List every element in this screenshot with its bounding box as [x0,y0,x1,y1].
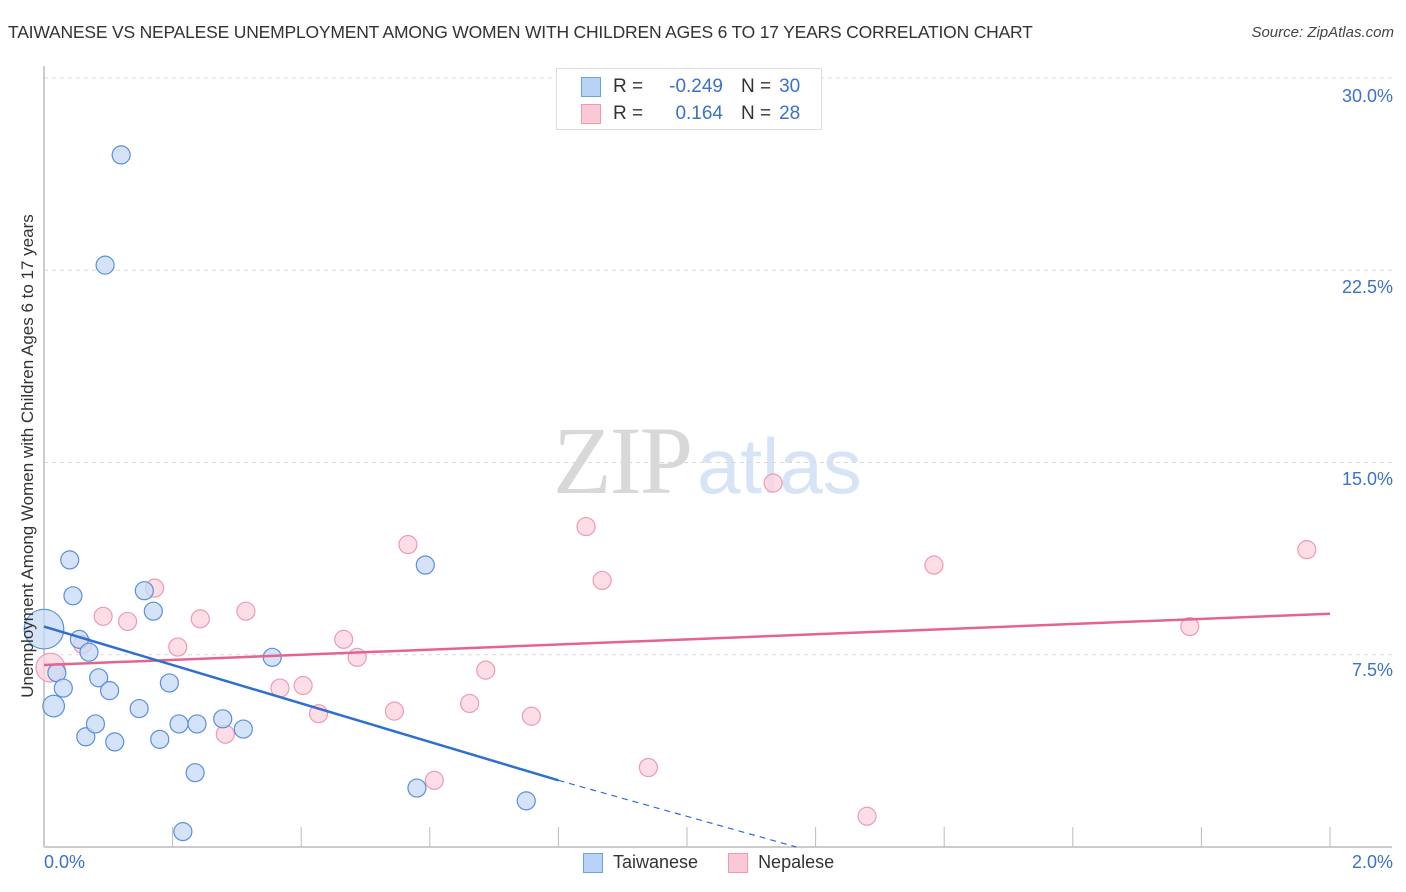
data-point[interactable] [99,681,120,701]
data-point[interactable] [1297,540,1317,560]
data-point[interactable] [143,601,163,621]
data-point[interactable] [111,145,131,165]
n-label: N = [741,103,772,124]
data-point[interactable] [398,534,418,555]
y-tick-7-5: 7.5% [1351,660,1393,680]
n-label: N = [741,76,772,97]
watermark: ZIPatlas [553,405,862,516]
data-point[interactable] [415,555,435,575]
legend-item-taiwanese[interactable]: Taiwanese [583,852,698,873]
series-legend: Taiwanese Nepalese [583,852,864,873]
data-point[interactable] [60,550,80,570]
taiwanese-swatch [583,852,603,873]
data-point[interactable] [1180,616,1200,637]
gridlines [44,77,1392,656]
legend-row-nepalese: R = 0.164 N = 28 [581,102,800,126]
data-point[interactable] [93,606,113,626]
data-point[interactable] [407,778,427,798]
data-point[interactable] [334,629,354,649]
r-value: 0.164 [675,103,723,124]
data-point[interactable] [516,791,536,811]
data-point[interactable] [213,709,233,729]
data-point[interactable] [460,693,480,714]
taiwanese-trend-extension [558,779,797,848]
data-point[interactable] [23,608,65,650]
data-point[interactable] [638,757,659,778]
data-point[interactable] [159,673,179,693]
taiwanese-swatch [581,77,601,97]
y-axis-label: Unemployment Among Women with Children A… [18,214,37,698]
data-point[interactable] [129,698,149,719]
data-point[interactable] [384,701,405,721]
data-point[interactable] [117,611,138,632]
nepalese-trend-line [43,612,1331,667]
data-point[interactable] [293,675,313,696]
data-point[interactable] [85,714,106,734]
x-tick-2: 2.0% [1351,852,1393,872]
data-point[interactable] [79,642,99,662]
chart-title: TAIWANESE VS NEPALESE UNEMPLOYMENT AMONG… [8,22,1033,42]
data-point[interactable] [42,694,66,718]
taiwanese-trend-line [43,625,559,782]
data-point[interactable] [476,660,496,680]
r-label: R = [613,76,644,97]
legend-label: Nepalese [758,852,835,872]
n-value: 28 [779,103,801,124]
data-point[interactable] [763,473,783,493]
data-point[interactable] [95,255,115,275]
y-tick-15: 15.0% [1341,469,1393,489]
trend-lines [43,612,1331,848]
data-point[interactable] [173,822,193,842]
data-point[interactable] [236,601,256,621]
data-point[interactable] [190,609,210,629]
watermark-zip: ZIP [553,407,693,514]
y-tick-30: 30.0% [1341,86,1393,106]
data-point[interactable] [63,586,83,606]
data-point[interactable] [592,570,612,591]
data-point[interactable] [169,714,189,734]
data-point[interactable] [576,516,596,537]
data-point[interactable] [521,706,541,726]
data-point[interactable] [233,719,253,739]
data-point[interactable] [168,637,188,657]
nepalese-swatch [581,104,601,124]
data-point[interactable] [424,770,444,790]
data-point[interactable] [150,729,170,749]
r-label: R = [613,103,644,124]
data-point[interactable] [187,714,207,734]
data-point[interactable] [89,668,109,688]
stats-legend: R = -0.249 N = 30 R = 0.164 N = 28 [556,68,822,130]
nepalese-points [35,473,1317,826]
data-point[interactable] [347,647,367,667]
data-point[interactable] [185,763,205,783]
source-label: Source: ZipAtlas.com [1251,24,1394,41]
x-tick-0: 0.0% [44,852,86,872]
data-point[interactable] [105,732,125,752]
data-point[interactable] [924,555,944,575]
n-value: 30 [779,76,801,97]
axes [43,66,1392,848]
data-point[interactable] [76,727,96,747]
y-tick-22-5: 22.5% [1341,277,1393,297]
r-value: -0.249 [669,76,723,97]
taiwanese-points [23,145,536,842]
watermark-atlas: atlas [697,422,862,510]
legend-row-taiwanese: R = -0.249 N = 30 [581,75,800,99]
data-point[interactable] [134,581,154,601]
data-point[interactable] [857,806,877,826]
data-point[interactable] [53,678,73,698]
legend-item-nepalese[interactable]: Nepalese [728,852,834,873]
nepalese-swatch [728,852,749,873]
legend-label: Taiwanese [613,852,699,872]
